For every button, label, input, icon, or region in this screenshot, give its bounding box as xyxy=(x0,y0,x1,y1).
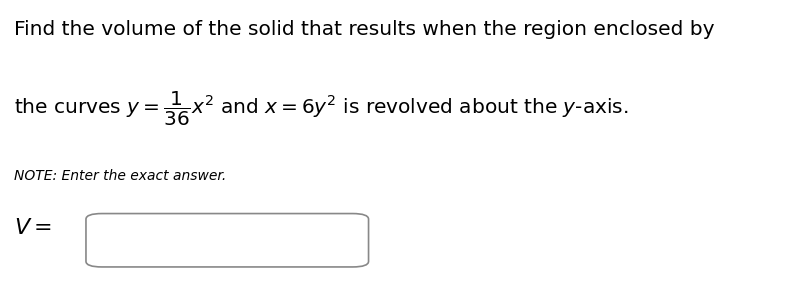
Text: NOTE: Enter the exact answer.: NOTE: Enter the exact answer. xyxy=(14,169,227,183)
Text: the curves $y = \dfrac{1}{36}x^2$ and $x = 6y^2$ is revolved about the $y$-axis.: the curves $y = \dfrac{1}{36}x^2$ and $x… xyxy=(14,90,629,128)
FancyBboxPatch shape xyxy=(86,214,369,267)
Text: $V =$: $V =$ xyxy=(14,217,52,238)
Text: Find the volume of the solid that results when the region enclosed by: Find the volume of the solid that result… xyxy=(14,20,715,39)
